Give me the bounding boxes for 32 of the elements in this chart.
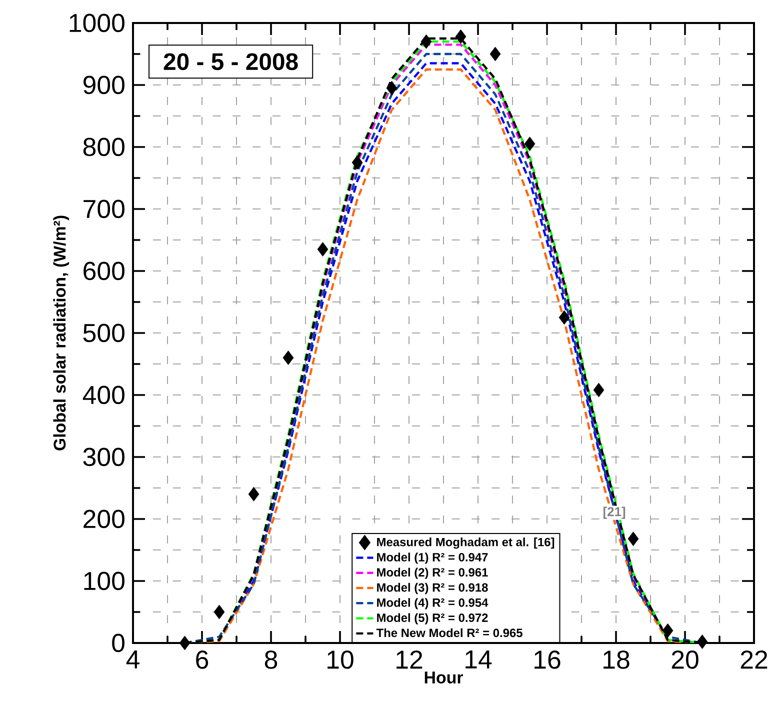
y-axis-title: Global solar radiation, (W/m²)	[53, 216, 70, 450]
x-axis-title: Hour	[424, 672, 464, 684]
y-tick-label: 500	[83, 324, 124, 342]
x-tick-label: 6	[196, 650, 208, 669]
y-tick-label: 600	[84, 262, 124, 280]
x-tick-label: 18	[604, 650, 630, 669]
y-tick-label: 0	[112, 634, 124, 652]
x-tick-label: 8	[264, 650, 278, 669]
y-tick-label: 400	[82, 386, 124, 404]
y-tick-label: 1000	[70, 14, 124, 32]
text: 20 - 5 - 2008	[164, 53, 298, 70]
legend-label: Model (4) R² = 0.954	[377, 598, 488, 610]
x-tick-label: 12	[396, 650, 422, 669]
y-tick-label: 100	[84, 572, 124, 590]
x-tick-label: 10	[328, 650, 354, 669]
y-tick-label: 700	[84, 200, 124, 218]
x-tick-label: 20	[672, 650, 698, 669]
x-tick-label: 16	[534, 650, 560, 669]
x-tick-label: 14	[466, 650, 492, 668]
y-tick-label: 300	[83, 448, 124, 466]
y-tick-label: 900	[83, 76, 124, 94]
legend-label: Measured Moghadam et al. [16]	[377, 538, 554, 549]
legend-label: Model (2) R² = 0.961	[377, 568, 488, 579]
x-tick-label: 4	[126, 650, 140, 668]
y-tick-label: 200	[84, 510, 124, 528]
legend-label: The New Model R² = 0.965	[376, 628, 522, 638]
legend-label: Model (1) R² = 0.947	[377, 552, 488, 564]
legend-label: Model (5) R² = 0.972	[377, 613, 488, 624]
x-tick-label: 22	[740, 650, 768, 669]
annotation: [21]	[604, 506, 626, 519]
legend-label: Model (3) R² = 0.918	[377, 582, 488, 594]
y-tick-label: 800	[83, 138, 124, 156]
